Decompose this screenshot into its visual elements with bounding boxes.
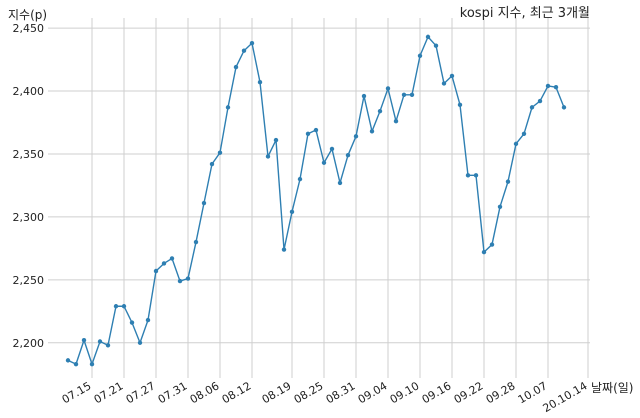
data-point [481, 249, 487, 255]
data-point [89, 361, 95, 367]
x-tick-label: 09.16 [420, 379, 454, 406]
data-point [97, 339, 103, 344]
y-tick-label: 2,200 [13, 337, 45, 350]
data-point [305, 131, 311, 137]
chart-title: kospi 지수, 최근 3개월 [460, 6, 590, 21]
data-point [473, 173, 479, 178]
data-point [417, 53, 423, 58]
data-point [449, 73, 455, 79]
data-point [537, 98, 543, 104]
data-point [369, 129, 375, 134]
data-point [289, 209, 295, 215]
data-point [497, 204, 503, 210]
data-point [329, 146, 335, 152]
data-point [233, 64, 239, 70]
data-point [105, 343, 111, 348]
data-point [489, 242, 495, 247]
data-point [241, 48, 247, 53]
data-point [185, 276, 191, 281]
data-point [137, 340, 143, 345]
x-tick-label: 09.10 [388, 379, 422, 406]
data-point [409, 92, 415, 97]
data-point [201, 200, 207, 206]
data-point [561, 105, 567, 110]
data-point [321, 160, 327, 165]
y-tick-label: 2,350 [13, 148, 45, 161]
y-axis-label: 지수(p) [8, 8, 47, 22]
data-point [361, 93, 367, 99]
data-point [297, 176, 303, 182]
data-point [505, 179, 511, 184]
data-point [265, 154, 271, 159]
x-tick-label: 09.04 [356, 379, 390, 406]
series-line [67, 36, 565, 365]
x-tick-label: 07.27 [124, 379, 158, 406]
data-point [377, 108, 383, 114]
data-point [441, 81, 447, 86]
data-point [121, 304, 127, 309]
data-point [337, 180, 343, 186]
data-point [313, 127, 319, 133]
data-point [145, 317, 151, 323]
series-point-layer [65, 34, 567, 367]
axis-layer: 2,200 2,250 2,300 2,350 2,400 2,450 07.1507.21… [13, 22, 590, 415]
data-point [113, 304, 119, 309]
data-point [225, 105, 231, 110]
x-tick-label: 08.31 [324, 379, 358, 406]
data-point [425, 34, 431, 40]
series-line-layer [67, 36, 565, 365]
data-point [281, 247, 287, 252]
data-point [545, 83, 551, 89]
x-tick-label: 08.25 [292, 379, 326, 406]
data-point [393, 119, 399, 124]
grid-layer [48, 18, 590, 378]
data-point [81, 338, 87, 343]
x-tick-label: 20.10.14 [541, 379, 590, 415]
data-point [465, 173, 471, 178]
data-point [521, 131, 527, 137]
data-point [553, 85, 559, 90]
data-point [345, 153, 351, 158]
x-tick-label: 08.12 [220, 379, 254, 406]
y-tick-label: 2,300 [13, 211, 45, 224]
x-tick-label: 07.31 [156, 379, 190, 406]
x-tick-label: 07.15 [60, 379, 94, 406]
label-layer: kospi 지수, 최근 3개월 지수(p) 날짜(일) [8, 6, 633, 395]
data-point [129, 320, 135, 325]
y-tick-label: 2,250 [13, 274, 45, 287]
data-point [273, 137, 279, 143]
data-point [209, 161, 215, 167]
data-point [217, 150, 223, 155]
data-point [193, 239, 199, 245]
data-point [169, 256, 175, 261]
x-tick-label: 09.28 [484, 379, 518, 406]
x-tick-label: 09.22 [452, 379, 486, 406]
data-point [401, 92, 407, 97]
data-point [249, 40, 255, 46]
data-point [65, 358, 71, 363]
y-tick-label: 2,400 [13, 85, 45, 98]
data-point [353, 134, 359, 139]
data-point [457, 102, 463, 108]
data-point [529, 105, 535, 110]
y-tick-label: 2,450 [13, 22, 45, 35]
x-tick-label: 08.19 [260, 379, 294, 406]
data-point [153, 268, 159, 274]
x-tick-label: 07.21 [92, 379, 126, 406]
data-point [161, 261, 167, 266]
data-point [513, 141, 519, 147]
data-point [73, 361, 79, 367]
data-point [433, 43, 439, 48]
data-point [177, 278, 183, 284]
x-tick-label: 08.06 [188, 379, 222, 406]
data-point [257, 79, 263, 85]
x-axis-label: 날짜(일) [591, 381, 633, 395]
data-point [385, 86, 391, 91]
